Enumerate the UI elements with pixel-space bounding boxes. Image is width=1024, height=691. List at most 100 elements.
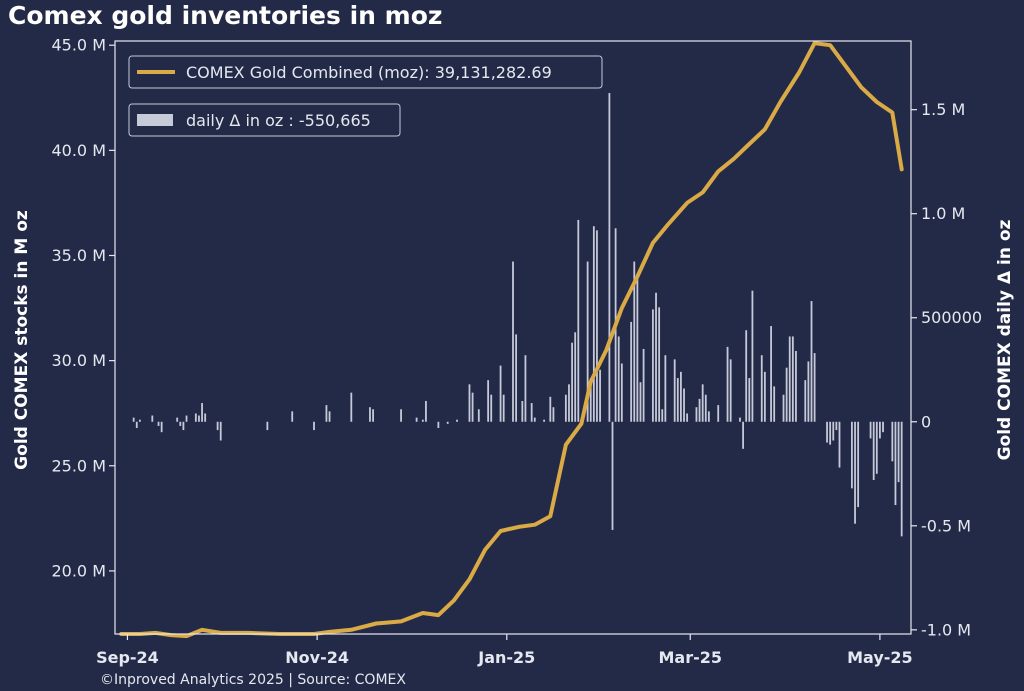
- daily-delta-bar: [664, 355, 667, 422]
- daily-delta-bar: [425, 400, 427, 422]
- legend-line-label: COMEX Gold Combined (moz): 39,131,282.69: [186, 63, 552, 82]
- daily-delta-bar: [729, 359, 732, 422]
- daily-delta-bar: [739, 417, 741, 422]
- legend-line-box: [128, 55, 603, 89]
- left-tick-label: 45.0 M: [51, 36, 106, 55]
- daily-delta-bar: [652, 309, 654, 422]
- daily-delta-bar: [773, 386, 776, 422]
- daily-delta-bar: [521, 400, 524, 422]
- daily-delta-bar: [785, 367, 788, 422]
- daily-delta-bar: [471, 392, 474, 422]
- daily-delta-bar: [869, 421, 872, 439]
- daily-delta-bar: [701, 384, 704, 422]
- daily-delta-bar: [325, 405, 328, 422]
- daily-delta-bar: [804, 380, 807, 422]
- footer-credit: ©Inproved Analytics 2025 | Source: COMEX: [100, 672, 406, 688]
- daily-delta-bar: [179, 421, 182, 426]
- daily-delta-bar: [854, 421, 856, 524]
- daily-delta-bar: [421, 419, 424, 422]
- daily-delta-bar: [633, 261, 636, 422]
- daily-delta-bar: [717, 405, 720, 422]
- daily-delta-bar: [835, 421, 838, 431]
- daily-delta-bar: [132, 417, 135, 422]
- daily-delta-bar: [182, 421, 185, 431]
- daily-delta-bar: [564, 394, 567, 422]
- chart-title: Comex gold inventories in moz: [8, 1, 442, 30]
- daily-delta-bar: [157, 421, 160, 426]
- daily-delta-bar: [487, 380, 490, 422]
- right-axis: -1.0 M -0.5 M 0 500000 1.0 M 1.5 M: [911, 100, 982, 639]
- daily-delta-bar: [571, 342, 573, 422]
- daily-delta-bar: [138, 419, 141, 422]
- daily-delta-bar: [698, 398, 701, 422]
- daily-delta-bar: [549, 396, 552, 422]
- daily-delta-bar: [596, 230, 598, 422]
- daily-delta-bar: [502, 394, 505, 422]
- daily-delta-bar: [577, 219, 580, 422]
- x-tick-label: Jan-25: [477, 648, 535, 667]
- daily-delta-bar: [707, 411, 710, 422]
- daily-delta-bar: [185, 415, 188, 422]
- daily-delta-bar: [851, 421, 853, 489]
- daily-delta-bar: [630, 321, 633, 422]
- daily-delta-bar: [574, 332, 577, 422]
- daily-delta-bar: [658, 307, 661, 422]
- daily-delta-bar: [900, 421, 903, 537]
- daily-delta-bar: [680, 371, 682, 422]
- right-tick-label: -1.0 M: [921, 620, 971, 639]
- daily-delta-bar: [216, 421, 219, 431]
- daily-delta-bar: [160, 421, 163, 433]
- daily-delta-bar: [266, 421, 269, 431]
- daily-delta-bar: [704, 394, 707, 422]
- daily-delta-bar: [894, 421, 897, 505]
- right-tick-label: 0: [921, 412, 931, 431]
- daily-delta-bar: [490, 394, 493, 422]
- daily-delta-bar: [760, 355, 763, 422]
- daily-delta-bar: [611, 421, 614, 530]
- daily-delta-bar: [751, 290, 754, 422]
- daily-delta-bar: [770, 326, 772, 422]
- left-axis-label: Gold COMEX stocks in M oz: [12, 210, 32, 470]
- daily-delta-bar: [832, 421, 835, 441]
- daily-delta-bar: [400, 409, 402, 422]
- daily-delta-bar: [313, 421, 315, 431]
- daily-delta-bar: [533, 417, 536, 422]
- daily-delta-bar: [810, 301, 813, 422]
- daily-delta-bar: [350, 392, 353, 422]
- daily-delta-bar: [826, 421, 828, 443]
- daily-delta-bar: [897, 421, 900, 483]
- daily-delta-bar: [291, 411, 294, 422]
- daily-delta-bar: [620, 363, 623, 422]
- daily-delta-bar: [543, 419, 545, 422]
- daily-delta-bar: [437, 421, 440, 429]
- daily-delta-bar: [194, 413, 197, 422]
- daily-delta-bar: [813, 353, 816, 422]
- left-tick-label: 40.0 M: [51, 141, 106, 160]
- daily-delta-bar: [788, 336, 791, 422]
- left-tick-label: 35.0 M: [51, 246, 106, 265]
- daily-delta-bar: [415, 417, 418, 422]
- daily-delta-bar: [763, 371, 766, 422]
- left-tick-label: 20.0 M: [51, 561, 106, 580]
- daily-delta-bar: [592, 226, 595, 422]
- daily-delta-bar: [552, 407, 555, 422]
- x-tick-label: Sep-24: [96, 648, 159, 667]
- legend-bar-box: [128, 103, 401, 137]
- daily-delta-bar: [655, 292, 657, 422]
- daily-delta-bar: [683, 388, 685, 422]
- daily-delta-bar: [726, 346, 729, 422]
- daily-delta-bar: [872, 421, 875, 481]
- daily-delta-bar: [639, 382, 642, 422]
- right-tick-label: 500000: [921, 308, 982, 327]
- daily-delta-bar: [879, 421, 881, 439]
- daily-delta-bar: [446, 421, 449, 424]
- plot-frame: [114, 40, 912, 635]
- daily-delta-bar: [515, 334, 518, 422]
- daily-delta-bar: [512, 261, 514, 422]
- daily-delta-bar: [524, 355, 527, 422]
- daily-delta-bar: [882, 421, 884, 433]
- daily-delta-bar: [748, 378, 751, 422]
- right-tick-label: -0.5 M: [921, 516, 971, 535]
- daily-delta-bar: [673, 359, 676, 422]
